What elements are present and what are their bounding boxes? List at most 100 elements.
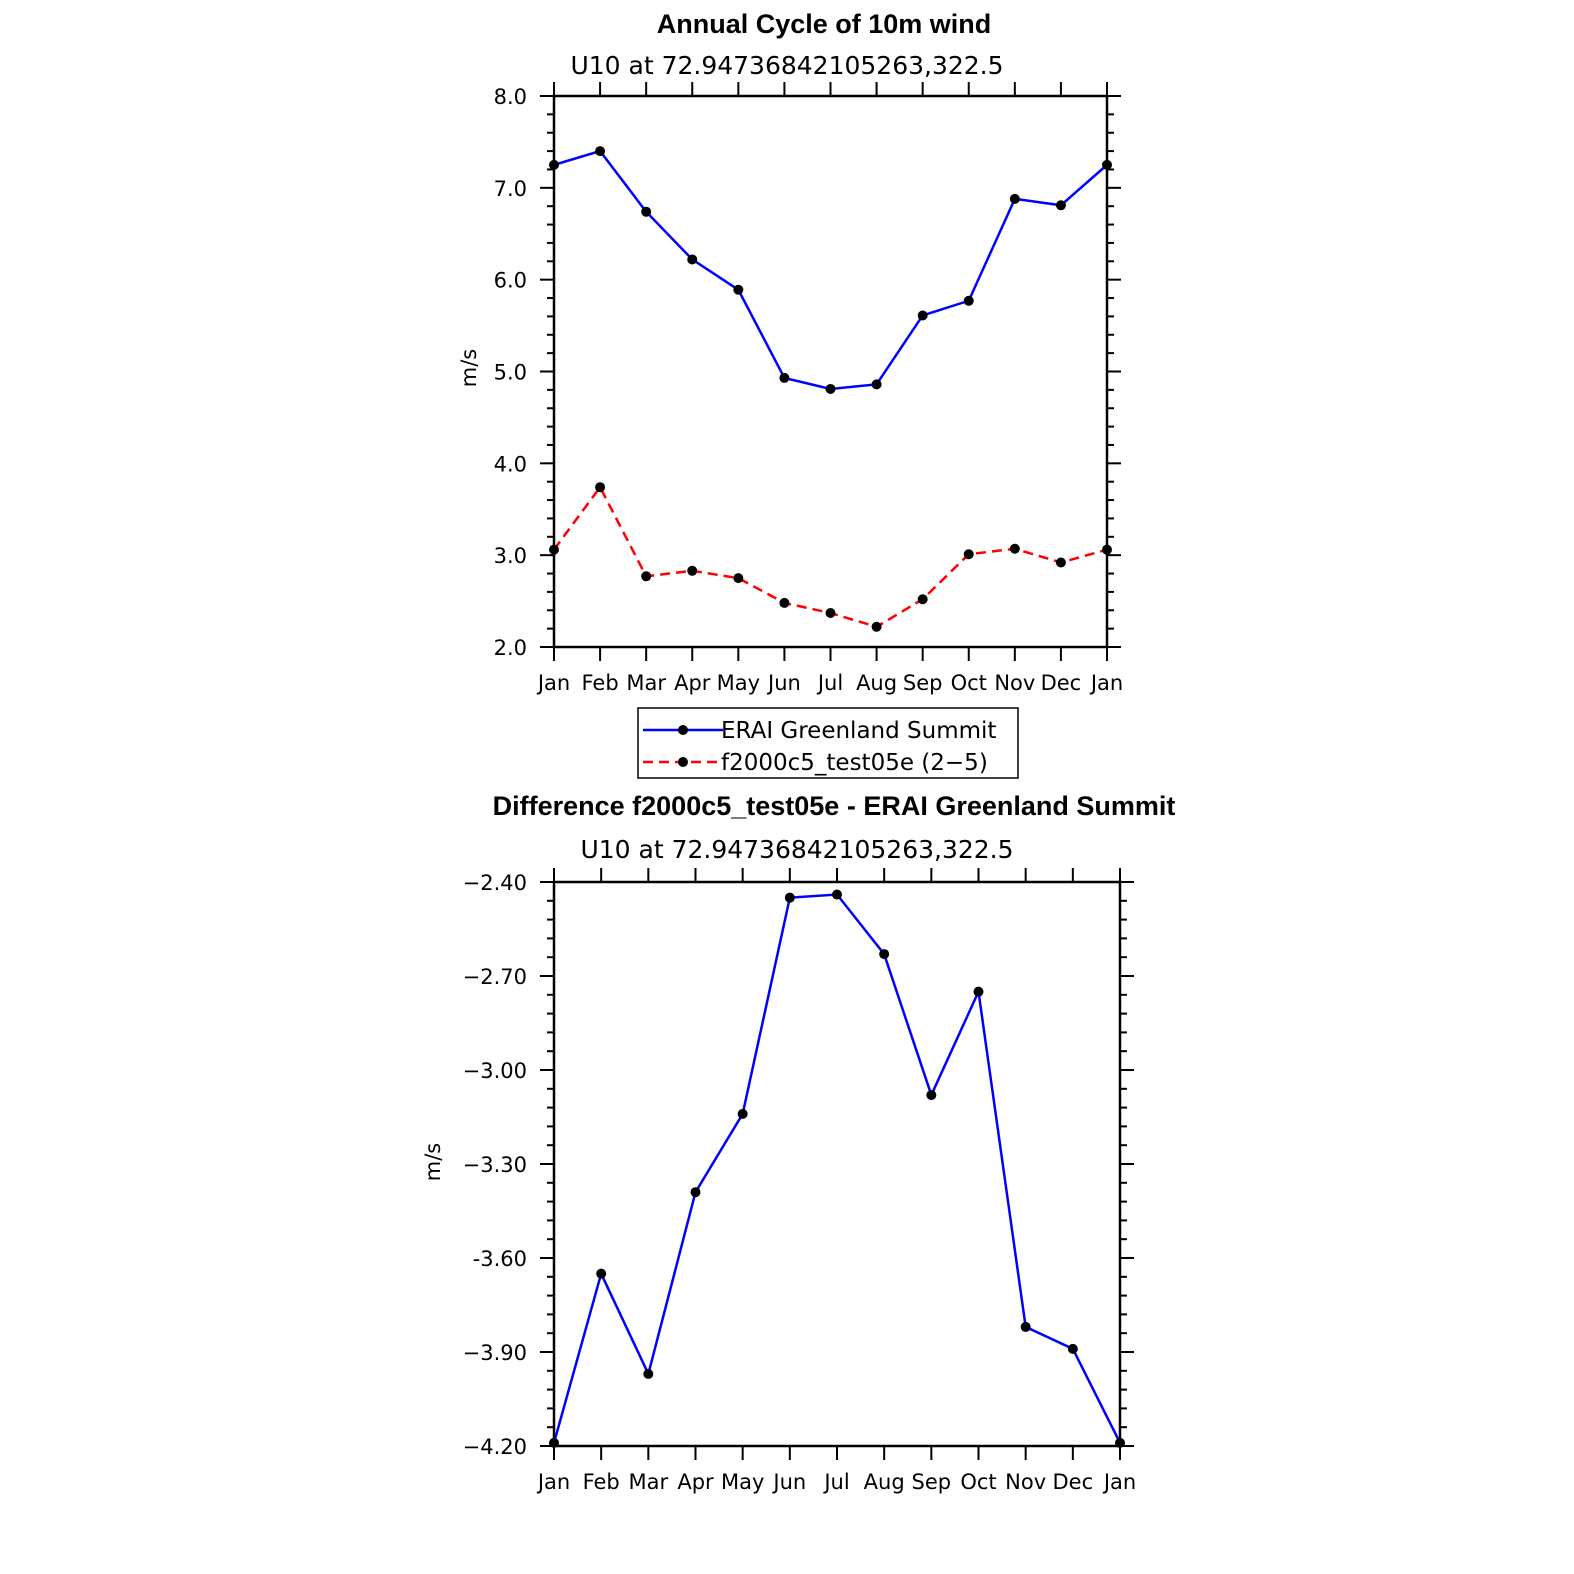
- y-tick-label: 4.0: [494, 452, 527, 476]
- y-axis-label: m/s: [457, 349, 481, 387]
- x-tick-labels: Jan Feb Mar Apr May Jun Jul Aug Sep Oct Nov Dec Jan: [536, 671, 1123, 695]
- data-point: [832, 889, 842, 900]
- data-point: [549, 159, 559, 170]
- tick-marks: [540, 82, 1121, 661]
- x-tick-label: Jan: [536, 1470, 570, 1494]
- x-tick-label: Jun: [771, 1470, 806, 1494]
- data-point: [595, 482, 606, 493]
- data-point: [779, 372, 790, 383]
- x-tick-label: Aug: [856, 671, 897, 695]
- y-tick-label: 8.0: [494, 85, 527, 109]
- x-tick-label: Sep: [912, 1470, 952, 1494]
- y-tick-label: −2.70: [463, 965, 527, 989]
- chart-subtitle: U10 at 72.94736842105263,322.5: [580, 835, 1013, 864]
- y-tick-label: 7.0: [494, 177, 527, 201]
- y-tick-label: −2.40: [463, 871, 527, 895]
- y-tick-label: −3.30: [463, 1153, 527, 1177]
- y-axis-label: m/s: [421, 1143, 445, 1181]
- chart-subtitle: U10 at 72.94736842105263,322.5: [570, 51, 1003, 80]
- data-point: [973, 986, 984, 997]
- x-tick-label: Sep: [903, 671, 943, 695]
- x-tick-label: Oct: [960, 1470, 996, 1494]
- x-tick-label: Jan: [1089, 671, 1123, 695]
- tick-marks: [540, 868, 1134, 1460]
- data-point: [871, 621, 882, 632]
- axis-frame: [552, 880, 1122, 1448]
- difference-panel: Difference f2000c5_test05e - ERAI Greenl…: [421, 791, 1175, 1494]
- data-point: [963, 549, 974, 560]
- data-point: [641, 571, 652, 582]
- x-tick-label: Mar: [626, 671, 666, 695]
- x-tick-label: Apr: [674, 671, 711, 695]
- data-point: [643, 1368, 654, 1379]
- data-point: [963, 295, 974, 306]
- data-point: [641, 206, 652, 217]
- plot-frame: [552, 880, 1122, 1448]
- y-tick-labels: 2.0 3.0 4.0 5.0 6.0 7.0 8.0: [494, 85, 527, 660]
- data-point: [1055, 557, 1066, 568]
- x-tick-label: Aug: [864, 1470, 905, 1494]
- data-point: [917, 594, 928, 605]
- data-point: [784, 892, 795, 903]
- legend-box: [637, 707, 1019, 779]
- data-point: [733, 573, 744, 584]
- legend: ERAI Greenland Summit f2000c5_test05e (2…: [637, 707, 1019, 779]
- data-point: [926, 1090, 937, 1101]
- x-tick-labels: Jan Feb Mar Apr May Jun Jul Aug Sep Oct Nov Dec Jan: [536, 1470, 1136, 1494]
- data-point: [1115, 1437, 1125, 1448]
- data-point: [737, 1108, 748, 1119]
- data-series: [549, 146, 1112, 632]
- y-tick-label: 6.0: [494, 269, 527, 293]
- data-point: [917, 310, 928, 321]
- legend-marker-erai: [678, 725, 688, 735]
- y-tick-label: 3.0: [494, 544, 527, 568]
- x-tick-label: Jul: [816, 671, 843, 695]
- data-point: [687, 565, 698, 576]
- data-point: [879, 949, 890, 960]
- data-point: [1009, 193, 1020, 204]
- chart-title: Difference f2000c5_test05e - ERAI Greenl…: [493, 791, 1176, 821]
- data-point: [1102, 544, 1112, 555]
- x-tick-label: Jun: [766, 671, 801, 695]
- data-point: [871, 379, 882, 390]
- x-tick-label: Jul: [822, 1470, 849, 1494]
- y-tick-label: −3.00: [463, 1059, 527, 1083]
- x-tick-label: Mar: [629, 1470, 669, 1494]
- x-tick-label: Apr: [677, 1470, 714, 1494]
- y-tick-label: −3.90: [463, 1341, 527, 1365]
- y-tick-labels: −4.20 −3.90 -3.60 −3.30 −3.00 −2.70 −2.40: [463, 871, 527, 1459]
- y-tick-label: 5.0: [494, 361, 527, 385]
- data-point: [1067, 1343, 1078, 1354]
- data-series: [549, 889, 1125, 1448]
- y-tick-label: 2.0: [494, 636, 527, 660]
- x-tick-label: Dec: [1041, 671, 1082, 695]
- plot-frame: [552, 94, 1109, 649]
- x-tick-label: May: [717, 671, 760, 695]
- data-point: [825, 383, 836, 394]
- data-point: [825, 608, 836, 619]
- series-line: [552, 893, 1122, 1444]
- data-point: [779, 597, 790, 608]
- legend-label-erai: ERAI Greenland Summit: [721, 718, 996, 744]
- data-point: [549, 1437, 559, 1448]
- data-point: [1020, 1321, 1031, 1332]
- series-line: [553, 149, 1108, 391]
- x-tick-label: Jan: [536, 671, 570, 695]
- axis-frame: [552, 94, 1109, 649]
- data-point: [1055, 200, 1066, 211]
- data-point: [595, 146, 606, 157]
- data-point: [690, 1187, 701, 1198]
- legend-marker-model: [678, 757, 688, 767]
- data-point: [1009, 543, 1020, 554]
- x-tick-label: Jan: [1102, 1470, 1136, 1494]
- data-point: [733, 284, 744, 295]
- y-tick-label: −4.20: [463, 1435, 527, 1459]
- annual-cycle-panel: Annual Cycle of 10m wind U10 at 72.94736…: [457, 9, 1123, 779]
- data-point: [1102, 159, 1112, 170]
- x-tick-label: Feb: [581, 671, 618, 695]
- chart-title: Annual Cycle of 10m wind: [657, 9, 992, 39]
- data-point: [687, 254, 698, 265]
- legend-label-model: f2000c5_test05e (2−5): [721, 750, 988, 776]
- y-tick-label: -3.60: [473, 1247, 527, 1271]
